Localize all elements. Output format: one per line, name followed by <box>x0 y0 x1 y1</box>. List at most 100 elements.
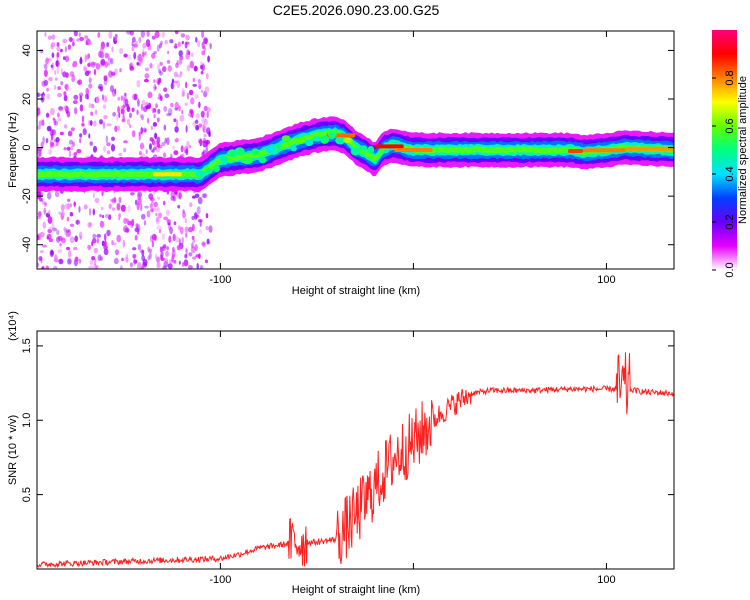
spectrogram-noise-cell <box>139 249 145 254</box>
spectrogram-noise-cell <box>56 66 60 75</box>
snr-ticks: -100 100 0.5 1.0 1.5 <box>21 331 674 586</box>
spectrogram-noise-cell <box>123 217 128 224</box>
spectrogram-blob <box>205 168 213 174</box>
spectrogram-noise-cell <box>136 80 141 88</box>
spectrogram-noise-cell <box>87 63 91 67</box>
spectrogram-noise-cell <box>111 197 117 204</box>
spectrogram-noise-cell <box>161 233 165 241</box>
spectrogram-xtick-label: 100 <box>597 274 615 286</box>
spectrogram-noise-cell <box>188 145 192 149</box>
spectrogram-noise-cell <box>126 31 131 35</box>
spectrogram-noise-cell <box>189 60 195 69</box>
spectrogram-noise-cell <box>158 43 162 49</box>
spectrogram-noise-cell <box>122 104 126 109</box>
spectrogram-noise-cell <box>195 36 198 43</box>
spectrogram-blob <box>327 131 337 138</box>
spectrogram-noise-cell <box>123 140 128 144</box>
spectrogram-noise-cell <box>63 226 66 232</box>
spectrogram-noise-cell <box>197 40 201 48</box>
spectrogram-noise-cell <box>156 225 162 230</box>
spectrogram-noise-cell <box>160 95 163 102</box>
spectrogram-blob <box>258 157 267 164</box>
spectrogram-noise-cell <box>124 256 129 262</box>
spectrogram-noise-cell <box>134 40 139 49</box>
spectrogram-noise-cell <box>49 107 55 116</box>
spectrogram-noise-cell <box>123 53 128 58</box>
spectrogram-noise-cell <box>108 31 113 39</box>
spectrogram-noise-cell <box>72 141 75 147</box>
spectrogram-noise-cell <box>47 57 53 61</box>
spectrogram-noise-cell <box>162 265 167 269</box>
spectrogram-noise-cell <box>163 216 169 221</box>
spectrogram-noise-cell <box>163 152 167 158</box>
spectrogram-noise-cell <box>133 51 137 60</box>
spectrogram-noise-cell <box>178 50 183 57</box>
spectrogram-noise-cell <box>63 147 67 151</box>
spectrogram-noise-cell <box>108 203 112 209</box>
spectrogram-noise-cell <box>63 105 69 111</box>
spectrogram-noise-cell <box>89 141 93 146</box>
spectrogram-noise-cell <box>124 227 129 233</box>
spectrogram-noise-cell <box>38 256 43 262</box>
spectrogram-noise-cell <box>79 137 82 144</box>
spectrogram-noise-cell <box>156 117 160 123</box>
spectrogram-noise-cell <box>154 142 158 149</box>
spectrogram-noise-cell <box>84 35 88 40</box>
spectrogram-noise-cell <box>178 191 182 200</box>
spectrogram-noise-cell <box>180 33 186 38</box>
spectrogram-noise-cell <box>68 139 74 145</box>
spectrogram-noise-cell <box>130 191 133 196</box>
spectrogram-noise-cell <box>207 131 211 137</box>
spectrogram-noise-cell <box>88 41 93 46</box>
spectrogram-noise-cell <box>104 96 108 103</box>
spectrogram-noise-cell <box>156 136 161 144</box>
spectrogram-noise-cell <box>64 203 69 210</box>
spectrogram-noise-cell <box>45 57 50 65</box>
spectrogram-noise-cell <box>132 253 137 259</box>
spectrogram-noise-cell <box>89 120 93 126</box>
spectrogram-noise-cell <box>157 142 160 148</box>
spectrogram-noise-cell <box>89 259 94 266</box>
spectrogram-noise-cell <box>118 112 121 118</box>
spectrogram-noise-cell <box>111 207 116 211</box>
spectrogram-noise-cell <box>169 226 174 235</box>
spectrogram-noise-cell <box>165 209 170 216</box>
spectrogram-noise-cell <box>141 51 145 58</box>
spectrogram-noise-cell <box>117 96 120 101</box>
spectrogram-noise-cell <box>155 103 158 109</box>
spectrogram-noise-cell <box>141 114 144 121</box>
spectrogram-noise-cell <box>190 52 194 58</box>
spectrogram-noise-cell <box>166 137 170 146</box>
spectrogram-noise-cell <box>162 200 166 206</box>
spectrogram-noise-cell <box>100 45 105 50</box>
spectrogram-noise-cell <box>37 92 40 97</box>
spectrogram-noise-cell <box>40 141 44 149</box>
spectrogram-noise-cell <box>55 136 60 143</box>
spectrogram-noise-cell <box>179 226 184 235</box>
spectrogram-noise-cell <box>139 57 143 63</box>
spectrogram-noise-cell <box>104 61 109 68</box>
spectrogram-noise-cell <box>127 204 131 213</box>
spectrogram-noise-cell <box>185 232 188 238</box>
spectrogram-ridge-band-4 <box>37 129 674 179</box>
spectrogram-noise-cell <box>126 54 132 61</box>
spectrogram-noise-cell <box>191 235 195 240</box>
spectrogram-noise-cell <box>153 113 156 119</box>
spectrogram-blob <box>343 137 353 143</box>
spectrogram-noise-cell <box>192 195 196 199</box>
spectrogram-noise-cell <box>206 107 211 113</box>
spectrogram-noise-cell <box>151 208 155 213</box>
spectrogram-noise-cell <box>120 108 125 115</box>
spectrogram-noise-cell <box>46 125 52 132</box>
spectrogram-noise-cell <box>160 250 164 258</box>
spectrogram-noise-cell <box>103 245 108 250</box>
spectrogram-noise-cell <box>38 149 42 157</box>
spectrogram-noise-cell <box>183 259 189 267</box>
spectrogram-noise-cell <box>95 96 100 104</box>
spectrogram-noise-cell <box>86 54 90 60</box>
spectrogram-noise-cell <box>53 265 58 269</box>
spectrogram-noise-cell <box>115 249 119 256</box>
spectrogram-noise-cell <box>169 39 174 44</box>
spectrogram-noise-cell <box>139 151 142 156</box>
spectrogram-noise-cell <box>157 64 160 71</box>
